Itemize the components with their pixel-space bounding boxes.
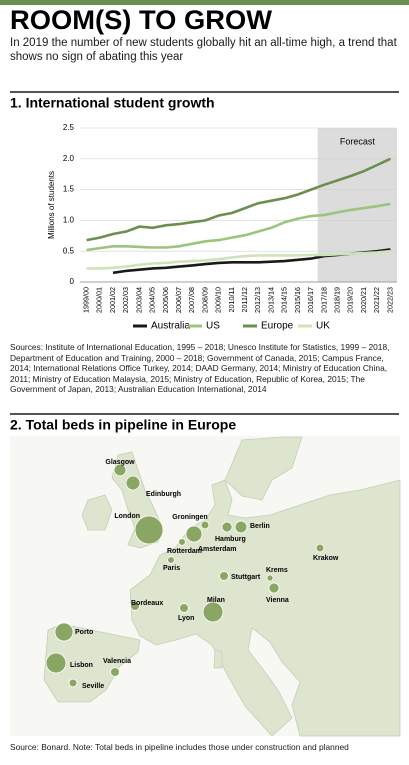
- bubble: [113, 463, 127, 477]
- x-tick-label: 2008/09: [200, 287, 209, 313]
- y-tick-label: 0: [70, 277, 75, 286]
- y-tick-label: 1.5: [63, 185, 75, 194]
- x-tick-label: 2013/14: [266, 287, 275, 313]
- y-tick-label: 0.5: [63, 246, 75, 255]
- bubble: [45, 652, 67, 674]
- x-tick-label: 2014/15: [280, 287, 289, 313]
- line-series: [86, 202, 391, 252]
- bubble: [179, 603, 189, 613]
- y-tick-label: 2.5: [63, 123, 75, 132]
- x-tick-label: 2012/13: [253, 287, 262, 313]
- subtitle: In 2019 the number of new students globa…: [10, 37, 397, 63]
- x-tick-label: 2004/05: [148, 287, 157, 313]
- y-tick-label: 1.0: [63, 216, 75, 225]
- x-tick-label: 2022/23: [385, 287, 394, 313]
- legend-label: Australia: [151, 321, 190, 332]
- x-tick-label: 2002/03: [121, 287, 130, 313]
- y-tick-label: 2.0: [63, 154, 75, 163]
- x-tick-label: 2019/20: [346, 287, 355, 313]
- land: [224, 436, 303, 501]
- city-label: Milan: [207, 597, 225, 604]
- bubble: [134, 515, 164, 545]
- city-label: Rotterdam: [167, 548, 202, 555]
- line-series: [86, 249, 391, 270]
- bubble: [130, 601, 140, 611]
- legend-label: UK: [316, 321, 330, 332]
- x-tick-label: 2018/19: [332, 287, 341, 313]
- x-tick-label: 2010/11: [227, 287, 236, 312]
- legend-label: Europe: [261, 321, 294, 332]
- land: [81, 494, 113, 531]
- city-label: Krems: [266, 567, 288, 574]
- city-label: Hamburg: [215, 536, 246, 543]
- bubble: [68, 678, 78, 688]
- legend-label: US: [206, 321, 220, 332]
- land: [213, 649, 223, 669]
- city-label: Berlin: [250, 523, 270, 530]
- land: [43, 623, 141, 703]
- city-label: London: [114, 513, 140, 520]
- x-tick-label: 2015/16: [293, 287, 302, 313]
- bubble: [54, 622, 74, 642]
- x-tick-label: 1999/00: [82, 287, 91, 313]
- city-label: Porto: [75, 629, 93, 636]
- city-label: Lyon: [178, 615, 194, 622]
- bubble: [234, 520, 248, 534]
- city-label: Edinburgh: [146, 491, 181, 498]
- note: Source: Bonard. Note: Total beds in pipe…: [10, 742, 349, 752]
- x-tick-label: 2000/01: [95, 287, 104, 313]
- city-label: Lisbon: [70, 662, 93, 669]
- bubble: [202, 601, 224, 623]
- city-label: Paris: [163, 565, 180, 572]
- x-tick-label: 2020/21: [359, 287, 368, 313]
- bubble: [315, 543, 325, 553]
- line-series: [86, 157, 391, 242]
- bubble: [125, 475, 141, 491]
- bubble: [219, 571, 229, 581]
- city-label: Amsterdam: [198, 546, 237, 553]
- x-tick-label: 2003/04: [134, 287, 143, 313]
- bubble: [178, 538, 186, 546]
- x-tick-label: 2007/08: [187, 287, 196, 313]
- x-tick-label: 2017/18: [319, 287, 328, 313]
- y-axis-title: Millions of students: [47, 171, 56, 239]
- forecast-label: Forecast: [340, 136, 376, 146]
- x-tick-label: 2016/17: [306, 287, 315, 313]
- city-label: Vienna: [266, 597, 289, 604]
- bubble: [268, 582, 280, 594]
- section-title: 2. Total beds in pipeline in Europe: [10, 417, 236, 433]
- city-label: Seville: [82, 683, 104, 690]
- x-tick-label: 2001/02: [108, 287, 117, 313]
- top-band: [0, 0, 409, 5]
- city-label: Valencia: [103, 658, 131, 665]
- bubble: [266, 574, 274, 582]
- city-label: Groningen: [172, 514, 207, 521]
- city-label: Glasgow: [105, 459, 135, 466]
- x-tick-label: 2011/12: [240, 287, 249, 312]
- x-tick-label: 2005/06: [161, 287, 170, 313]
- page-title: ROOM(S) TO GROW: [10, 5, 273, 35]
- city-label: Bordeaux: [131, 600, 163, 607]
- bubble: [167, 556, 175, 564]
- bubble: [221, 521, 233, 533]
- city-label: Krakow: [313, 555, 339, 562]
- city-label: Stuttgart: [231, 574, 261, 581]
- x-tick-label: 2009/10: [214, 287, 223, 313]
- section-title: 1. International student growth: [10, 95, 215, 111]
- bubble: [110, 667, 120, 677]
- sources: Sources: Institute of International Educ…: [10, 342, 390, 395]
- bubble: [185, 525, 203, 543]
- x-tick-label: 2021/22: [372, 287, 381, 313]
- x-tick-label: 2006/07: [174, 287, 183, 313]
- bubble: [200, 520, 210, 530]
- map: [10, 436, 401, 737]
